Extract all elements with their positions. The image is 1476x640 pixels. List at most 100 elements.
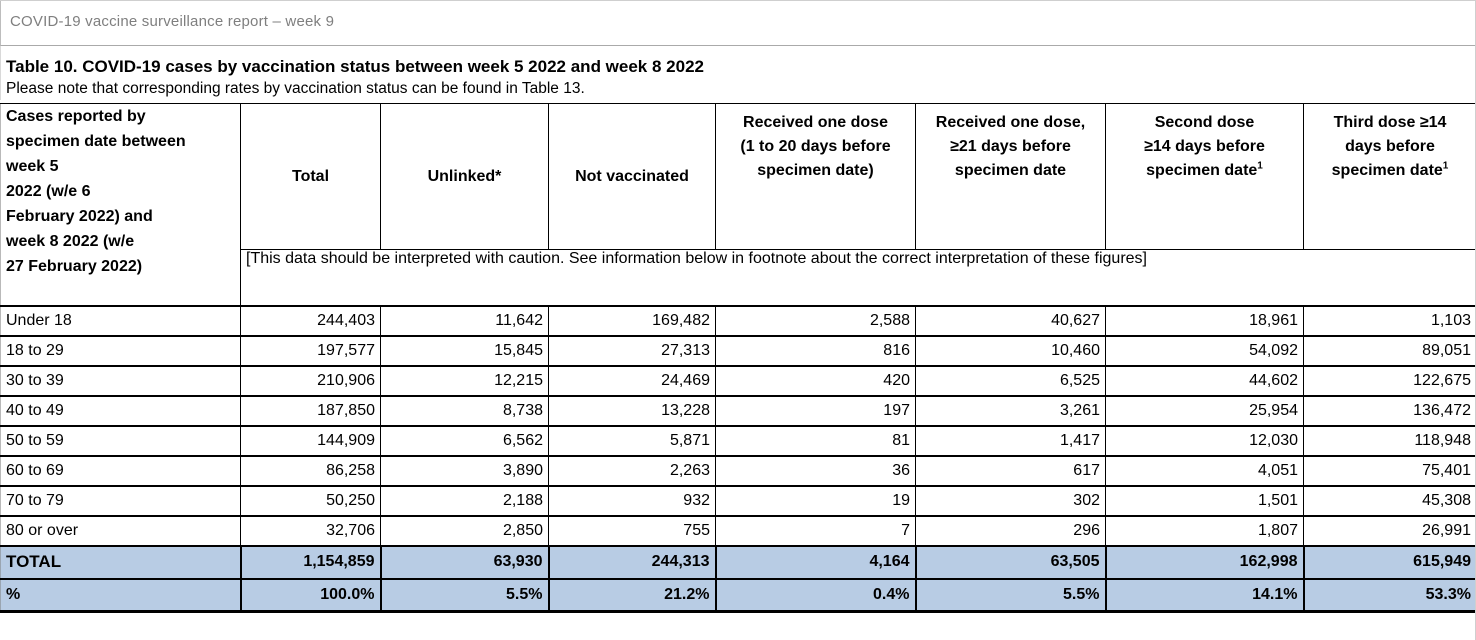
row-label: 50 to 59	[0, 424, 241, 456]
column-header-not-vaccinated: Not vaccinated	[548, 103, 716, 250]
cell: 816	[715, 334, 916, 366]
cell: 7	[715, 514, 916, 546]
cell: 1,103	[1303, 304, 1475, 336]
cell: 302	[915, 484, 1106, 516]
table-row-18-to-29: 18 to 29 197,577 15,845 27,313 816 10,46…	[0, 334, 1475, 366]
cell: 6,562	[380, 424, 549, 456]
cell: 5,871	[548, 424, 716, 456]
cell: 136,472	[1303, 394, 1475, 426]
cell: 2,588	[715, 304, 916, 336]
percent-cell: 100.0%	[239, 578, 382, 613]
total-row-label: TOTAL	[0, 544, 242, 580]
percent-cell: 21.2%	[547, 578, 717, 613]
percent-cell: 5.5%	[914, 578, 1107, 613]
total-cell: 63,505	[914, 544, 1107, 580]
cell: 19	[715, 484, 916, 516]
row-label: 60 to 69	[0, 454, 241, 486]
cell: 40,627	[915, 304, 1106, 336]
row-label: 18 to 29	[0, 334, 241, 366]
cell: 1,807	[1105, 514, 1304, 546]
total-cell: 4,164	[714, 544, 917, 580]
table-row-50-to-59: 50 to 59 144,909 6,562 5,871 81 1,417 12…	[0, 424, 1475, 456]
cell: 932	[548, 484, 716, 516]
cell: 75,401	[1303, 454, 1475, 486]
percent-row: % 100.0% 5.5% 21.2% 0.4% 5.5% 14.1% 53.3…	[0, 578, 1475, 613]
cases-table: Cases reported by specimen date between …	[0, 103, 1475, 613]
cell: 2,188	[380, 484, 549, 516]
cell: 4,051	[1105, 454, 1304, 486]
header-row: Cases reported by specimen date between …	[0, 103, 1475, 306]
row-label: 40 to 49	[0, 394, 241, 426]
cell: 54,092	[1105, 334, 1304, 366]
caution-row: [This data should be interpreted with ca…	[1, 249, 1475, 306]
cell: 50,250	[240, 484, 381, 516]
cell: 27,313	[548, 334, 716, 366]
cell: 617	[915, 454, 1106, 486]
row-label: 80 or over	[0, 514, 241, 546]
table-row-80-or-over: 80 or over 32,706 2,850 755 7 296 1,807 …	[0, 514, 1475, 546]
table-row-60-to-69: 60 to 69 86,258 3,890 2,263 36 617 4,051…	[0, 454, 1475, 486]
percent-cell: 5.5%	[379, 578, 550, 613]
row-label: 30 to 39	[0, 364, 241, 396]
row-label: Under 18	[0, 304, 241, 336]
cell: 12,215	[380, 364, 549, 396]
table-row-40-to-49: 40 to 49 187,850 8,738 13,228 197 3,261 …	[0, 394, 1475, 426]
cell: 32,706	[240, 514, 381, 546]
cell: 296	[915, 514, 1106, 546]
total-cell: 63,930	[379, 544, 550, 580]
cell: 144,909	[240, 424, 381, 456]
cell: 15,845	[380, 334, 549, 366]
percent-row-label: %	[0, 578, 242, 613]
cell: 244,403	[240, 304, 381, 336]
table-row-30-to-39: 30 to 39 210,906 12,215 24,469 420 6,525…	[0, 364, 1475, 396]
cell: 12,030	[1105, 424, 1304, 456]
cell: 122,675	[1303, 364, 1475, 396]
column-header-second-dose: Second dose ≥14 days before specimen dat…	[1105, 103, 1304, 250]
cell: 197,577	[240, 334, 381, 366]
total-cell: 244,313	[547, 544, 717, 580]
cell: 3,261	[915, 394, 1106, 426]
cell: 1,501	[1105, 484, 1304, 516]
title-block: Table 10. COVID-19 cases by vaccination …	[0, 46, 1475, 100]
column-header-third-dose: Third dose ≥14 days before specimen date…	[1303, 103, 1475, 250]
cell: 89,051	[1303, 334, 1475, 366]
cell: 755	[548, 514, 716, 546]
column-header-one-dose-1-20: Received one dose (1 to 20 days before s…	[715, 103, 916, 250]
cell: 2,850	[380, 514, 549, 546]
total-cell: 162,998	[1104, 544, 1305, 580]
column-header-unlinked: Unlinked*	[380, 103, 549, 250]
cell: 18,961	[1105, 304, 1304, 336]
percent-cell: 14.1%	[1104, 578, 1305, 613]
cell: 26,991	[1303, 514, 1475, 546]
cell: 11,642	[380, 304, 549, 336]
cell: 210,906	[240, 364, 381, 396]
cell: 13,228	[548, 394, 716, 426]
titlebar: COVID-19 vaccine surveillance report – w…	[0, 1, 1475, 46]
cell: 187,850	[240, 394, 381, 426]
cell: 1,417	[915, 424, 1106, 456]
table-title: Table 10. COVID-19 cases by vaccination …	[6, 57, 704, 76]
cell: 36	[715, 454, 916, 486]
table-row-70-to-79: 70 to 79 50,250 2,188 932 19 302 1,501 4…	[0, 484, 1475, 516]
cell: 44,602	[1105, 364, 1304, 396]
cell: 420	[715, 364, 916, 396]
cell: 2,263	[548, 454, 716, 486]
total-cell: 1,154,859	[239, 544, 382, 580]
cell: 10,460	[915, 334, 1106, 366]
cell: 169,482	[548, 304, 716, 336]
percent-cell: 0.4%	[714, 578, 917, 613]
column-header-one-dose-21plus: Received one dose, ≥21 days before speci…	[915, 103, 1106, 250]
row-header-cell: Cases reported by specimen date between …	[0, 103, 241, 306]
report-running-title: COVID-19 vaccine surveillance report – w…	[10, 13, 335, 30]
total-cell: 615,949	[1302, 544, 1475, 580]
cell: 3,890	[380, 454, 549, 486]
cell: 25,954	[1105, 394, 1304, 426]
column-header-total: Total	[240, 103, 381, 250]
row-label: 70 to 79	[0, 484, 241, 516]
cell: 6,525	[915, 364, 1106, 396]
table-subtitle: Please note that corresponding rates by …	[6, 80, 585, 97]
total-row: TOTAL 1,154,859 63,930 244,313 4,164 63,…	[0, 544, 1475, 580]
cell: 8,738	[380, 394, 549, 426]
footnote-marker: 1	[1442, 160, 1449, 172]
table-row-under-18: Under 18 244,403 11,642 169,482 2,588 40…	[0, 304, 1475, 336]
